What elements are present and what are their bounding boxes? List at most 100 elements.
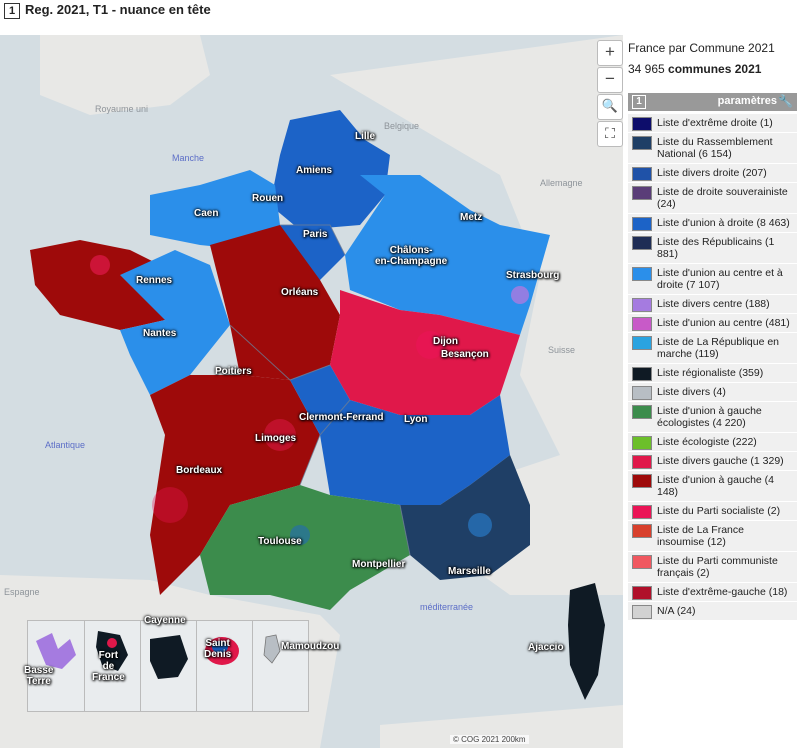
sea-label-mediterranee: méditerranée xyxy=(420,602,474,612)
legend-item[interactable]: Liste d'union à droite (8 463) xyxy=(628,214,797,233)
city-label-caen: Caen xyxy=(194,208,219,219)
legend-label: Liste de La France insoumise (12) xyxy=(657,524,744,548)
reunion-shape xyxy=(205,637,239,665)
legend-item[interactable]: Liste d'union au centre (481) xyxy=(628,314,797,333)
country-label-allemagne: Allemagne xyxy=(540,178,583,188)
country-label-uk: Royaume uni xyxy=(95,104,149,114)
legend-swatch xyxy=(632,117,652,131)
city-label-strasbourg: Strasbourg xyxy=(506,270,560,281)
country-label-belgique: Belgique xyxy=(384,121,420,131)
legend-swatch xyxy=(632,367,652,381)
city-label-montpellier: Montpellier xyxy=(352,559,406,570)
zoom-in-button[interactable]: + xyxy=(597,40,623,66)
legend-swatch xyxy=(632,555,652,569)
legend-label: Liste d'union à gauche (4 148) xyxy=(657,474,775,498)
overseas-inset xyxy=(27,620,309,712)
region-paca xyxy=(400,455,530,580)
legend-swatch xyxy=(632,336,652,350)
title-bar: 1 Reg. 2021, T1 - nuance en tête xyxy=(0,0,800,34)
city-label-chalons: Châlons- en-Champagne xyxy=(375,245,448,267)
legend-item[interactable]: Liste divers centre (188) xyxy=(628,295,797,314)
page-title: Reg. 2021, T1 - nuance en tête xyxy=(25,2,211,17)
legend-item[interactable]: Liste d'extrême-gauche (18) xyxy=(628,583,797,602)
legend-item[interactable]: Liste d'union à gauche (4 148) xyxy=(628,471,797,502)
overseas-label-basse-terre: Basse Terre xyxy=(24,665,54,687)
legend-swatch xyxy=(632,167,652,181)
city-label-marseille: Marseille xyxy=(448,566,491,577)
legend-item[interactable]: Liste de La France insoumise (12) xyxy=(628,521,797,552)
legend-item[interactable]: Liste du Rassemblement National (6 154) xyxy=(628,133,797,164)
parameters-bar[interactable]: 1 paramètres 🔧 xyxy=(628,93,797,111)
search-icon[interactable]: 🔍 xyxy=(597,94,623,120)
legend-swatch xyxy=(632,524,652,538)
legend-item[interactable]: Liste d'union au centre et à droite (7 1… xyxy=(628,264,797,295)
inset-reunion[interactable] xyxy=(196,621,253,711)
region-grand-est xyxy=(345,175,550,335)
map-view[interactable]: Manche Atlantique méditerranée Royaume u… xyxy=(0,35,623,748)
wrench-icon[interactable]: 🔧 xyxy=(778,94,793,108)
city-label-lyon: Lyon xyxy=(404,414,428,425)
city-label-amiens: Amiens xyxy=(296,165,333,176)
legend-label: Liste d'union au centre et à droite (7 1… xyxy=(657,267,783,291)
guadeloupe-shape xyxy=(36,633,76,669)
city-label-metz: Metz xyxy=(460,212,483,223)
mayotte-shape xyxy=(263,634,281,664)
legend-item[interactable]: Liste écologiste (222) xyxy=(628,433,797,452)
speckle xyxy=(90,255,110,275)
legend-item[interactable]: Liste de La République en marche (119) xyxy=(628,333,797,364)
inset-martinique[interactable] xyxy=(84,621,141,711)
legend-item[interactable]: Liste d'union à gauche écologistes (4 22… xyxy=(628,402,797,433)
fullscreen-icon[interactable]: ⛶ xyxy=(597,121,623,147)
legend-item[interactable]: Liste divers (4) xyxy=(628,383,797,402)
city-label-lille: Lille xyxy=(355,131,376,142)
parameters-label[interactable]: paramètres xyxy=(717,95,777,107)
region-pays-de-la-loire xyxy=(120,250,230,395)
legend-swatch xyxy=(632,217,652,231)
region-ara xyxy=(290,365,510,505)
title-index-badge: 1 xyxy=(4,3,20,19)
legend-item[interactable]: Liste des Républicains (1 881) xyxy=(628,233,797,264)
region-occitanie xyxy=(200,485,410,610)
legend-item[interactable]: Liste du Parti communiste français (2) xyxy=(628,552,797,583)
legend-item[interactable]: N/A (24) xyxy=(628,602,797,621)
inset-guadeloupe[interactable] xyxy=(28,621,85,711)
legend-label: Liste divers centre (188) xyxy=(657,298,770,310)
inset-guyane[interactable] xyxy=(140,621,197,711)
land-uk xyxy=(40,35,210,115)
region-corse xyxy=(568,583,605,700)
martinique-shape xyxy=(96,631,128,671)
legend-swatch xyxy=(632,236,652,250)
city-label-besancon: Besançon xyxy=(441,349,489,360)
sea-label-manche: Manche xyxy=(172,153,205,163)
speckle xyxy=(290,525,310,545)
zoom-out-button[interactable]: − xyxy=(597,67,623,93)
legend-swatch xyxy=(632,405,652,419)
legend-item[interactable]: Liste régionaliste (359) xyxy=(628,364,797,383)
legend-item[interactable]: Liste divers droite (207) xyxy=(628,164,797,183)
city-label-clermont: Clermont-Ferrand xyxy=(299,412,384,423)
legend-panel: France par Commune 2021 34 965 communes … xyxy=(625,35,800,748)
legend-label: Liste du Parti communiste français (2) xyxy=(657,555,778,579)
legend-swatch xyxy=(632,436,652,450)
legend-label: Liste régionaliste (359) xyxy=(657,367,764,379)
legend-label: Liste divers (4) xyxy=(657,386,726,398)
legend-label: Liste de droite souverainiste (24) xyxy=(657,186,788,210)
city-label-ajaccio: Ajaccio xyxy=(528,642,564,653)
city-label-nantes: Nantes xyxy=(143,328,177,339)
region-normandie xyxy=(150,170,280,250)
inset-mayotte[interactable] xyxy=(252,621,308,711)
legend-label: Liste d'extrême-gauche (18) xyxy=(657,586,788,598)
city-label-poitiers: Poitiers xyxy=(215,366,252,377)
legend-swatch xyxy=(632,186,652,200)
speckle xyxy=(468,513,492,537)
params-index-badge: 1 xyxy=(632,95,646,109)
city-label-rouen: Rouen xyxy=(252,193,284,204)
legend-swatch xyxy=(632,267,652,281)
legend-swatch xyxy=(632,136,652,150)
legend-label: Liste d'union à gauche écologistes (4 22… xyxy=(657,405,762,429)
legend-item[interactable]: Liste divers gauche (1 329) xyxy=(628,452,797,471)
legend-item[interactable]: Liste d'extrême droite (1) xyxy=(628,114,797,133)
legend-item[interactable]: Liste du Parti socialiste (2) xyxy=(628,502,797,521)
legend-item[interactable]: Liste de droite souverainiste (24) xyxy=(628,183,797,214)
city-label-dijon: Dijon xyxy=(433,336,458,347)
